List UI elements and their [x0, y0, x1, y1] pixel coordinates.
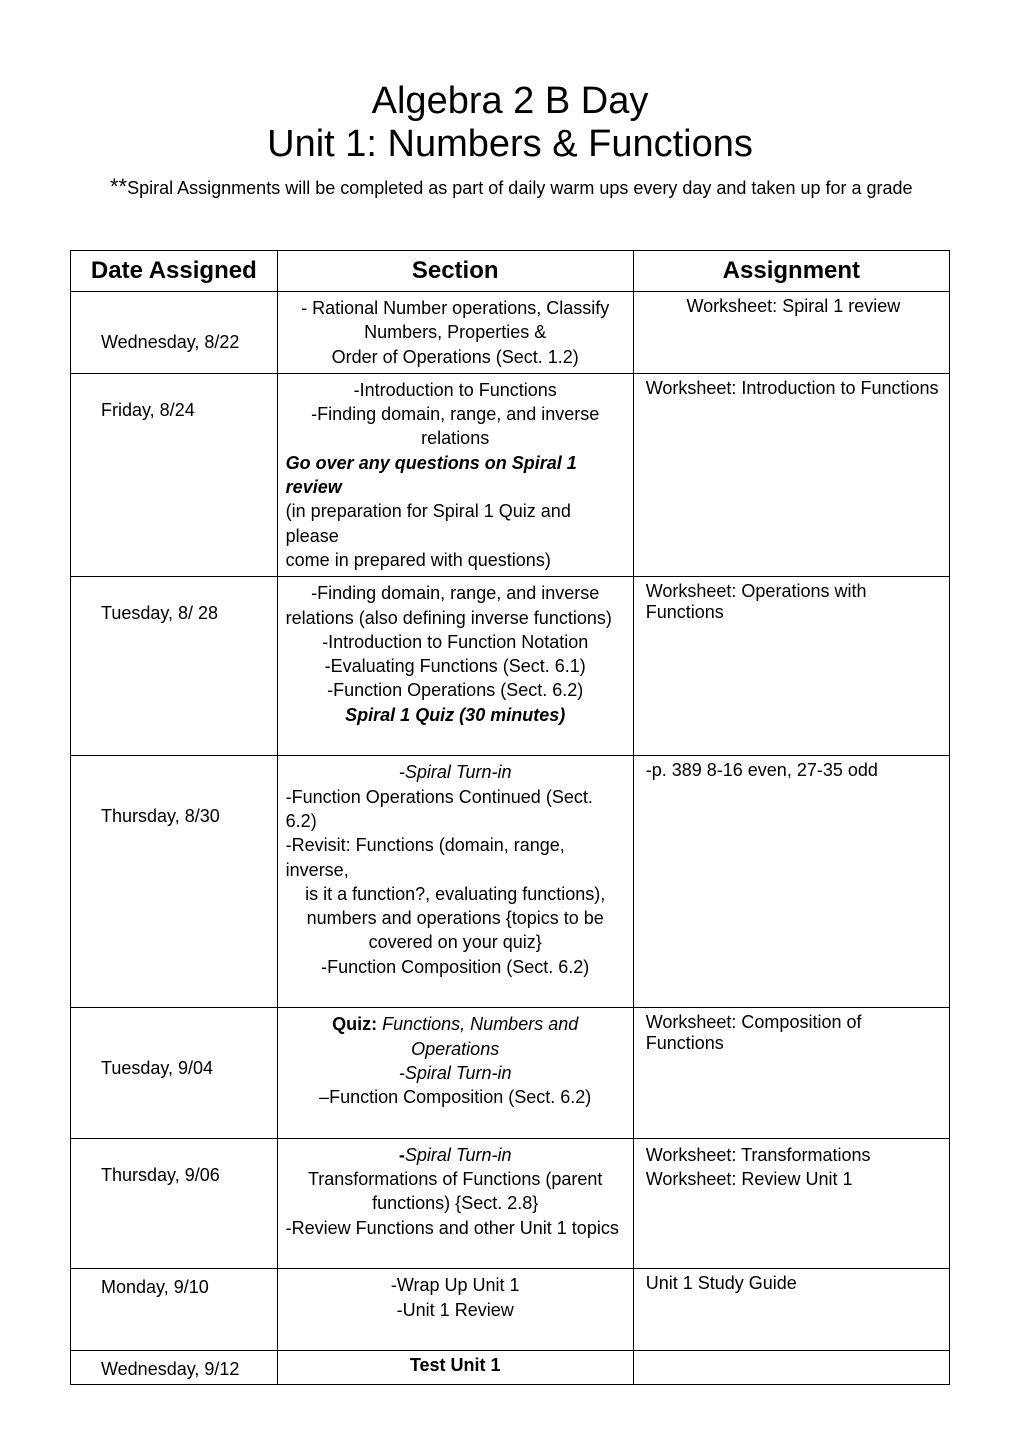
section-line: -Function Operations Continued (Sect. 6.…	[286, 785, 625, 834]
assignment-cell: Worksheet: Transformations Worksheet: Re…	[633, 1138, 949, 1268]
section-line: –Function Composition (Sect. 6.2)	[286, 1085, 625, 1109]
section-cell: Quiz: Functions, Numbers and Operations …	[277, 1008, 633, 1138]
spiral-note: **Spiral Assignments will be completed a…	[70, 174, 950, 200]
section-line: -Spiral Turn-in	[286, 760, 625, 784]
date-cell: Thursday, 9/06	[71, 1138, 278, 1268]
spiral-turnin: Spiral Turn-in	[405, 1145, 512, 1165]
section-line: -Introduction to Functions	[286, 378, 625, 402]
section-line: Order of Operations (Sect. 1.2)	[286, 345, 625, 369]
section-line: -Finding domain, range, and inverse	[286, 581, 625, 605]
section-line: -Wrap Up Unit 1	[286, 1273, 625, 1297]
table-row: Wednesday, 9/12 Test Unit 1	[71, 1351, 950, 1385]
page-title: Algebra 2 B Day	[70, 80, 950, 123]
section-line: -Unit 1 Review	[286, 1298, 625, 1322]
table-row: Monday, 9/10 -Wrap Up Unit 1 -Unit 1 Rev…	[71, 1269, 950, 1351]
section-line: -Revisit: Functions (domain, range, inve…	[286, 833, 625, 882]
section-cell: Test Unit 1	[277, 1351, 633, 1385]
date-cell: Monday, 9/10	[71, 1269, 278, 1351]
note-stars: **	[110, 174, 127, 199]
section-line: come in prepared with questions)	[286, 548, 625, 572]
date-cell: Wednesday, 9/12	[71, 1351, 278, 1385]
section-line: -Spiral Turn-in	[286, 1143, 625, 1167]
section-line: -Function Composition (Sect. 6.2)	[286, 955, 625, 979]
assignment-cell	[633, 1351, 949, 1385]
assignment-line: Worksheet: Review Unit 1	[646, 1167, 941, 1191]
section-line: -Function Operations (Sect. 6.2)	[286, 678, 625, 702]
section-line	[286, 1240, 625, 1264]
section-line	[286, 727, 625, 751]
section-line: is it a function?, evaluating functions)…	[286, 882, 625, 906]
section-line: -Review Functions and other Unit 1 topic…	[286, 1216, 625, 1240]
section-cell: -Wrap Up Unit 1 -Unit 1 Review	[277, 1269, 633, 1351]
table-row: Thursday, 8/30 -Spiral Turn-in -Function…	[71, 756, 950, 1008]
date-cell: Thursday, 8/30	[71, 756, 278, 1008]
section-line: numbers and operations {topics to be	[286, 906, 625, 930]
assignment-cell: Worksheet: Spiral 1 review	[633, 292, 949, 374]
quiz-desc: Functions, Numbers and Operations	[377, 1014, 578, 1058]
section-line: -Introduction to Function Notation	[286, 630, 625, 654]
section-line: (in preparation for Spiral 1 Quiz and pl…	[286, 499, 625, 548]
header-assignment: Assignment	[633, 251, 949, 292]
section-line: Quiz: Functions, Numbers and Operations	[286, 1012, 625, 1061]
table-row: Wednesday, 8/22 - Rational Number operat…	[71, 292, 950, 374]
section-line: -Finding domain, range, and inverse	[286, 402, 625, 426]
table-header-row: Date Assigned Section Assignment	[71, 251, 950, 292]
table-row: Tuesday, 9/04 Quiz: Functions, Numbers a…	[71, 1008, 950, 1138]
date-cell: Tuesday, 9/04	[71, 1008, 278, 1138]
section-line: Go over any questions on Spiral 1 review	[286, 451, 625, 500]
section-line	[286, 1110, 625, 1134]
table-row: Tuesday, 8/ 28 -Finding domain, range, a…	[71, 577, 950, 756]
section-cell: -Finding domain, range, and inverse rela…	[277, 577, 633, 756]
assignment-cell: Worksheet: Introduction to Functions	[633, 373, 949, 576]
note-text: Spiral Assignments will be completed as …	[127, 178, 912, 198]
header-date: Date Assigned	[71, 251, 278, 292]
section-cell: -Spiral Turn-in -Function Operations Con…	[277, 756, 633, 1008]
table-row: Friday, 8/24 -Introduction to Functions …	[71, 373, 950, 576]
section-line: -Spiral Turn-in	[286, 1061, 625, 1085]
page-subtitle: Unit 1: Numbers & Functions	[70, 123, 950, 166]
table-row: Thursday, 9/06 -Spiral Turn-in Transform…	[71, 1138, 950, 1268]
section-line: Spiral 1 Quiz (30 minutes)	[286, 703, 625, 727]
section-line: functions) {Sect. 2.8}	[286, 1191, 625, 1215]
assignment-cell: Worksheet: Composition of Functions	[633, 1008, 949, 1138]
section-line: - Rational Number operations, Classify	[286, 296, 625, 320]
assignment-line: Worksheet: Transformations	[646, 1143, 941, 1167]
section-line: covered on your quiz}	[286, 930, 625, 954]
assignment-cell: Unit 1 Study Guide	[633, 1269, 949, 1351]
date-cell: Wednesday, 8/22	[71, 292, 278, 374]
section-line: -Evaluating Functions (Sect. 6.1)	[286, 654, 625, 678]
section-line	[286, 1322, 625, 1346]
quiz-label: Quiz:	[332, 1014, 377, 1034]
date-cell: Tuesday, 8/ 28	[71, 577, 278, 756]
section-cell: - Rational Number operations, Classify N…	[277, 292, 633, 374]
header-section: Section	[277, 251, 633, 292]
section-cell: -Spiral Turn-in Transformations of Funct…	[277, 1138, 633, 1268]
section-line: Numbers, Properties &	[286, 320, 625, 344]
section-line	[286, 979, 625, 1003]
assignment-cell: Worksheet: Operations with Functions	[633, 577, 949, 756]
date-cell: Friday, 8/24	[71, 373, 278, 576]
section-cell: -Introduction to Functions -Finding doma…	[277, 373, 633, 576]
assignments-table: Date Assigned Section Assignment Wednesd…	[70, 250, 950, 1385]
section-line: Transformations of Functions (parent	[286, 1167, 625, 1191]
section-line: relations	[286, 426, 625, 450]
section-line: relations (also defining inverse functio…	[286, 606, 625, 630]
assignment-cell: -p. 389 8-16 even, 27-35 odd	[633, 756, 949, 1008]
